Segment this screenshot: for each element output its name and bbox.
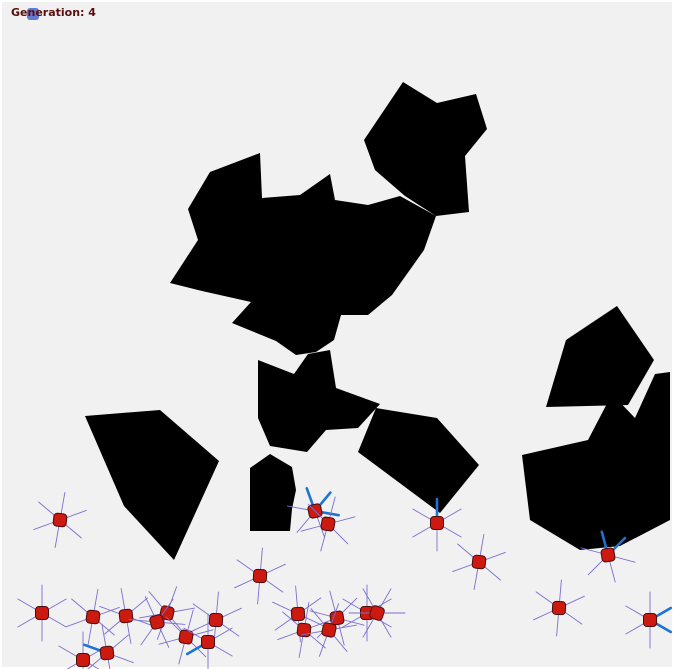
creature-layer	[17, 487, 673, 669]
creature-body-icon	[600, 547, 616, 563]
creature	[533, 579, 585, 637]
creature-body-icon	[252, 568, 268, 584]
generation-counter: Generation: 4	[11, 6, 96, 20]
generation-value: 4	[88, 6, 96, 19]
creature	[300, 496, 356, 552]
creature-body-icon	[159, 605, 175, 621]
creature	[452, 533, 506, 591]
obstacle-polygon	[546, 306, 654, 407]
creature	[128, 596, 186, 648]
creature-body-icon	[85, 609, 101, 625]
creature-body-icon	[118, 608, 134, 624]
creature-body-icon	[201, 635, 215, 649]
hud-marker-icon	[27, 8, 39, 20]
creature-body-icon	[149, 614, 165, 630]
creature-body-icon	[208, 612, 224, 628]
creature	[17, 584, 67, 642]
creature	[66, 588, 120, 646]
creature-body-icon	[35, 606, 49, 620]
creature-body-icon	[430, 516, 444, 530]
creature-body-icon	[643, 613, 657, 627]
creature	[33, 491, 87, 549]
creature-body-icon	[178, 629, 194, 645]
creature-body-icon	[369, 605, 385, 621]
creature-body-icon	[551, 600, 567, 616]
creature	[58, 631, 108, 669]
creature-body-icon	[290, 606, 306, 622]
obstacle-polygon	[364, 82, 487, 216]
creature	[348, 588, 406, 638]
obstacle-polygon	[85, 410, 219, 560]
generation-label: Generation:	[11, 6, 85, 19]
creature	[234, 547, 286, 605]
creature-body-icon	[320, 516, 336, 532]
obstacle-polygon	[250, 454, 296, 531]
obstacle-layer	[85, 82, 670, 560]
obstacle-polygon	[358, 408, 479, 513]
creature-body-icon	[321, 622, 337, 638]
creature-body-icon	[99, 645, 115, 661]
creature	[625, 591, 673, 649]
obstacle-polygon	[258, 350, 380, 452]
creature-body-icon	[52, 512, 68, 528]
creature	[99, 587, 153, 645]
creature	[412, 497, 462, 552]
creature-body-icon	[296, 622, 312, 638]
creature	[580, 530, 636, 583]
creature	[300, 603, 358, 657]
creature-body-icon	[471, 554, 487, 570]
creature	[83, 624, 134, 669]
creature-body-icon	[76, 653, 90, 667]
obstacle-polygon	[170, 153, 436, 355]
creature	[190, 591, 242, 649]
creature	[158, 609, 214, 665]
obstacle-polygon	[522, 372, 670, 550]
creature	[183, 613, 233, 669]
